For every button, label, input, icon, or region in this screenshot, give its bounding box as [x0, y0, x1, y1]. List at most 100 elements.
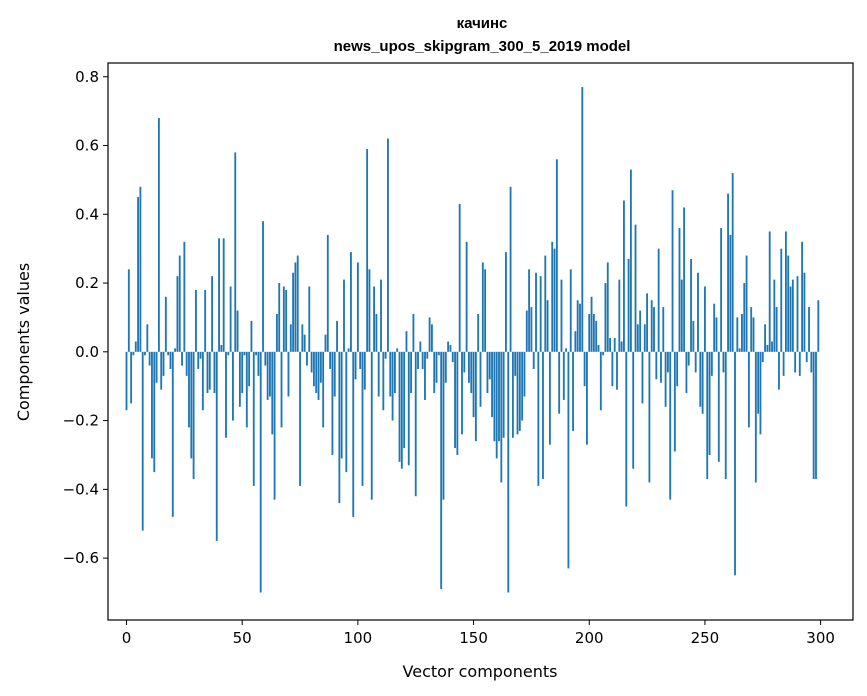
bar-104: [366, 148, 369, 352]
x-tick-label: 300: [806, 629, 835, 647]
bar-85: [322, 351, 325, 428]
bar-273: [757, 351, 760, 414]
bar-18: [167, 351, 170, 356]
y-tick-label: 0.6: [75, 137, 99, 155]
bar-144: [458, 203, 461, 352]
bar-280: [773, 279, 776, 352]
bar-262: [731, 173, 734, 352]
x-tick-label: 150: [459, 629, 488, 647]
bar-179: [539, 276, 542, 352]
bar-240: [680, 279, 683, 352]
bar-120: [403, 351, 406, 449]
bar-187: [558, 351, 561, 414]
bar-84: [319, 351, 322, 383]
bar-285: [784, 231, 787, 352]
bar-145: [461, 351, 463, 435]
y-tick-label: 0.2: [75, 274, 99, 292]
bar-21: [174, 348, 177, 352]
bar-105: [368, 269, 371, 352]
bar-99: [354, 351, 357, 380]
chart-subtitle: news_upos_skipgram_300_5_2019 model: [334, 38, 631, 55]
bar-236: [671, 190, 674, 352]
bar-274: [759, 351, 762, 435]
bar-77: [303, 334, 306, 352]
bar-16: [162, 351, 165, 376]
bar-252: [708, 351, 711, 455]
bar-259: [724, 351, 727, 480]
bar-53: [248, 351, 251, 387]
bar-201: [590, 296, 593, 352]
bar-155: [484, 269, 487, 352]
bar-203: [595, 320, 598, 352]
bar-279: [771, 341, 773, 352]
bar-86: [324, 334, 327, 352]
bar-147: [465, 241, 468, 352]
bar-1: [127, 269, 130, 352]
bar-95: [345, 351, 348, 473]
bar-184: [551, 241, 554, 352]
bar-223: [641, 351, 644, 404]
bar-112: [384, 351, 387, 359]
bar-192: [569, 269, 572, 352]
bar-98: [352, 351, 355, 517]
bar-101: [359, 351, 362, 369]
bar-121: [405, 331, 408, 352]
bar-166: [509, 186, 512, 352]
y-axis-label: Components values: [14, 263, 33, 421]
bar-267: [743, 283, 746, 352]
bar-210: [611, 351, 614, 387]
bar-4: [134, 341, 137, 352]
bar-231: [660, 351, 662, 383]
chart-title: качинс: [457, 15, 508, 32]
bar-206: [602, 351, 605, 356]
bar-153: [479, 351, 482, 407]
bar-208: [606, 262, 609, 352]
bar-272: [754, 351, 757, 483]
bar-134: [435, 351, 438, 383]
bar-183: [548, 351, 551, 445]
bar-28: [190, 351, 193, 459]
bar-69: [285, 289, 288, 352]
bar-258: [722, 351, 725, 373]
bar-43: [225, 351, 227, 438]
bar-87: [326, 234, 329, 352]
bar-111: [382, 351, 385, 411]
bar-289: [794, 351, 797, 373]
bar-102: [361, 351, 364, 486]
bar-118: [398, 351, 401, 462]
bar-222: [639, 310, 642, 352]
bar-78: [306, 351, 308, 366]
bar-193: [572, 351, 574, 431]
bar-41: [220, 344, 223, 352]
bar-34: [204, 289, 207, 352]
bar-235: [669, 351, 672, 500]
bar-130: [426, 351, 429, 359]
bar-22: [176, 276, 179, 352]
x-tick-label: 200: [575, 629, 604, 647]
bar-287: [789, 286, 792, 352]
bar-2: [130, 351, 133, 404]
bar-249: [701, 351, 704, 414]
bar-173: [525, 310, 528, 352]
bar-200: [588, 313, 591, 352]
bar-8: [144, 351, 146, 356]
bar-6: [139, 186, 142, 352]
bar-9: [146, 324, 149, 352]
bar-239: [678, 228, 681, 352]
bar-217: [627, 258, 630, 352]
y-tick-label: 0.8: [75, 68, 99, 86]
bar-91: [336, 320, 338, 352]
bar-117: [396, 348, 399, 352]
bar-175: [530, 307, 533, 352]
bar-165: [507, 351, 510, 593]
bar-23: [178, 255, 181, 352]
bar-93: [340, 351, 343, 459]
bar-185: [553, 248, 556, 352]
bar-257: [720, 228, 723, 352]
bar-167: [511, 351, 514, 438]
bar-139: [447, 341, 450, 352]
bar-254: [713, 303, 716, 352]
bar-188: [560, 279, 563, 352]
x-axis-label: Vector components: [403, 662, 558, 681]
